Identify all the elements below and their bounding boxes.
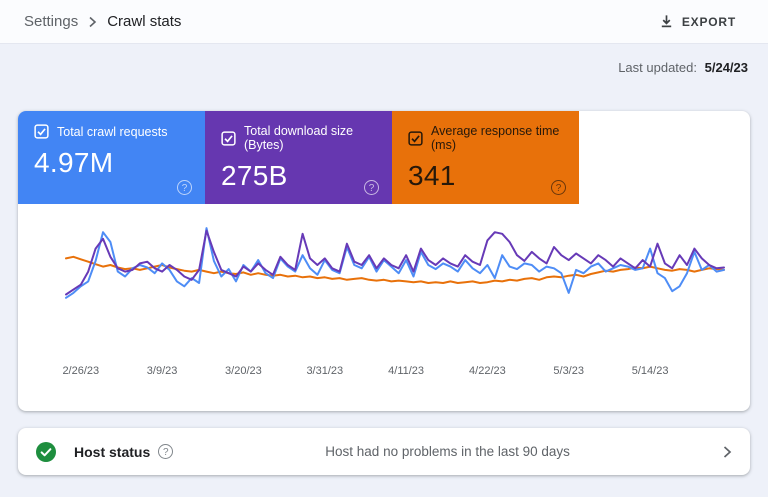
metric-label: Total download size (Bytes): [244, 124, 354, 152]
checkbox-checked-icon[interactable]: [34, 124, 49, 139]
checkbox-checked-icon[interactable]: [221, 130, 236, 146]
metric-value: 341: [408, 160, 456, 191]
host-status-message: Host had no problems in the last 90 days: [325, 444, 570, 459]
x-axis-tick-label: 4/22/23: [469, 365, 506, 377]
main-content: Last updated: 5/24/23 Total crawl reques…: [0, 60, 768, 475]
chevron-right-icon: [88, 16, 97, 28]
metric-card-total-download-size[interactable]: Total download size (Bytes) 275B ?: [205, 111, 392, 204]
x-axis-tick-label: 3/9/23: [147, 365, 178, 377]
breadcrumb-crawl-stats: Crawl stats: [107, 13, 182, 30]
metric-value: 275B: [221, 160, 288, 191]
series-line-0: [65, 227, 725, 299]
crawl-stats-chart[interactable]: 2/26/23 3/9/23 3/20/23 3/31/23 4/11/23 4/22/2…: [18, 204, 750, 411]
export-label: EXPORT: [681, 14, 736, 29]
last-updated-date: 5/24/23: [704, 60, 748, 75]
metric-card-total-crawl-requests[interactable]: Total crawl requests 4.97M ?: [18, 111, 205, 204]
host-status-title: Host status: [74, 443, 151, 460]
x-axis-tick-label: 2/26/23: [62, 365, 99, 377]
series-line-1: [65, 229, 725, 296]
metric-card-average-response-time[interactable]: Average response time (ms) 341 ?: [392, 111, 579, 204]
metric-cards-row: Total crawl requests 4.97M ? Total downl…: [18, 111, 750, 204]
metric-label: Average response time (ms): [431, 124, 560, 152]
x-axis-tick-label: 4/11/23: [388, 365, 424, 377]
x-axis-tick-label: 5/3/23: [553, 365, 584, 377]
host-status-ok-icon: [36, 441, 56, 462]
x-axis-tick-label: 5/14/23: [632, 365, 669, 377]
metric-value: 4.97M: [34, 147, 114, 178]
last-updated-label: Last updated:: [618, 60, 697, 75]
host-status-row[interactable]: Host status ? Host had no problems in th…: [18, 428, 750, 475]
x-axis-tick-label: 3/20/23: [225, 365, 262, 377]
metric-label: Total crawl requests: [57, 124, 168, 139]
checkbox-checked-icon[interactable]: [408, 130, 423, 146]
breadcrumb-settings[interactable]: Settings: [24, 13, 79, 30]
help-icon[interactable]: ?: [364, 180, 379, 195]
help-icon[interactable]: ?: [177, 180, 192, 195]
chevron-right-icon[interactable]: [722, 445, 732, 459]
crawl-chart-svg: 2/26/23 3/9/23 3/20/23 3/31/23 4/11/23 4/22/2…: [62, 227, 725, 377]
help-icon[interactable]: ?: [551, 180, 566, 195]
crawl-stats-panel: Total crawl requests 4.97M ? Total downl…: [18, 111, 750, 411]
download-icon: [659, 14, 674, 29]
x-axis-tick-label: 3/31/23: [306, 365, 343, 377]
last-updated: Last updated: 5/24/23: [18, 60, 748, 75]
breadcrumb: Settings Crawl stats: [24, 13, 181, 30]
page-header: Settings Crawl stats EXPORT: [0, 0, 768, 44]
export-button[interactable]: EXPORT: [651, 8, 744, 35]
help-icon[interactable]: ?: [158, 444, 174, 459]
